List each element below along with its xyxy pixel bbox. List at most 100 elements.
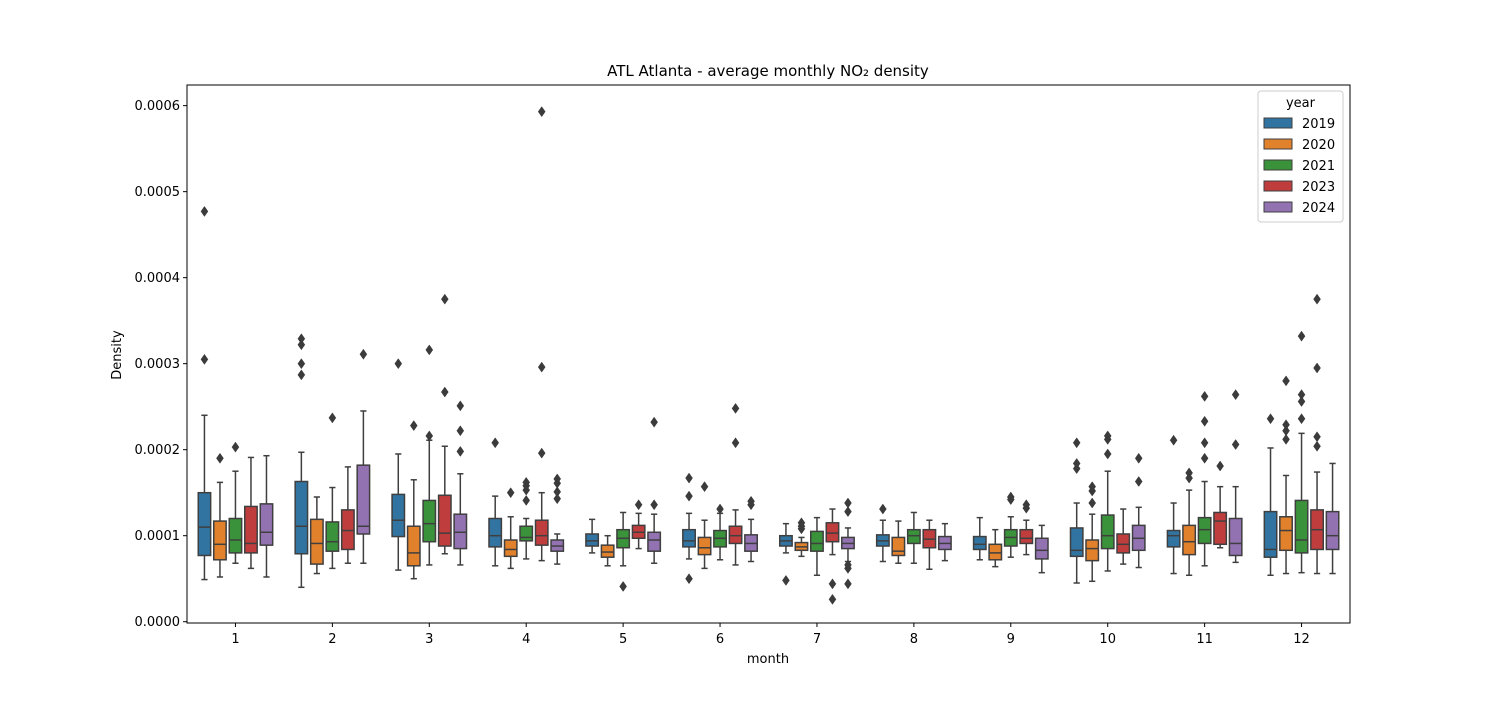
x-tick-label: 2 xyxy=(328,632,336,647)
box xyxy=(1279,516,1293,552)
outlier-point xyxy=(1103,448,1112,460)
legend-swatch xyxy=(1263,180,1293,192)
outlier-point xyxy=(747,495,755,507)
legend-swatch xyxy=(1263,201,1293,213)
box xyxy=(294,480,309,555)
chart-title: ATL Atlanta - average monthly NO₂ densit… xyxy=(607,62,929,80)
outlier-point xyxy=(1266,413,1275,425)
box xyxy=(600,544,615,558)
x-tick-label: 3 xyxy=(425,632,433,647)
outlier-point xyxy=(537,361,546,373)
outlier-point xyxy=(553,486,562,498)
legend-label: 2021 xyxy=(1302,159,1335,174)
box xyxy=(519,525,534,542)
y-tick-label: 0.0003 xyxy=(135,357,181,372)
outlier-point xyxy=(1282,433,1290,445)
outlier-point xyxy=(828,578,837,590)
y-tick-label: 0.0001 xyxy=(135,529,181,544)
y-tick-label: 0.0005 xyxy=(135,185,181,200)
outlier-point xyxy=(731,437,740,449)
y-axis: 0.0000 0.0001 0.0002 0.0003 0.0004 0.0005 0.00… xyxy=(135,99,187,630)
box xyxy=(1069,527,1084,558)
box xyxy=(906,528,921,545)
outlier-point xyxy=(1313,440,1321,452)
box xyxy=(1116,533,1131,554)
x-tick-label: 11 xyxy=(1196,632,1213,647)
box xyxy=(585,533,600,547)
y-axis-label: Density xyxy=(110,330,125,380)
outlier-point xyxy=(537,106,546,118)
outlier-point xyxy=(409,420,418,432)
box xyxy=(988,543,1003,561)
outlier-point xyxy=(328,412,337,424)
box xyxy=(422,499,437,543)
outlier-point xyxy=(1088,497,1097,509)
box xyxy=(309,518,324,565)
legend-swatch xyxy=(1263,159,1293,171)
outlier-point xyxy=(440,293,449,305)
series-2023 xyxy=(244,106,1325,605)
outlier-point xyxy=(1297,413,1306,425)
outlier-point xyxy=(1185,467,1193,479)
outlier-point xyxy=(297,333,306,345)
box xyxy=(244,505,258,554)
x-tick-label: 4 xyxy=(522,632,530,647)
x-tick-label: 6 xyxy=(716,632,724,647)
outlier-point xyxy=(797,517,806,529)
legend-label: 2019 xyxy=(1302,117,1335,132)
outlier-point xyxy=(634,499,643,511)
outlier-point xyxy=(1072,458,1081,469)
outlier-point xyxy=(425,344,434,356)
x-tick-label: 9 xyxy=(1007,632,1015,647)
box xyxy=(1294,499,1309,554)
outlier-point xyxy=(297,339,306,351)
outlier-point xyxy=(553,493,562,505)
outlier-point xyxy=(522,494,531,506)
outlier-point xyxy=(685,472,693,484)
outlier-point xyxy=(1297,330,1306,342)
series-2020 xyxy=(212,375,1293,583)
outlier-point xyxy=(425,430,434,442)
outlier-point xyxy=(844,578,852,590)
outlier-point xyxy=(1134,476,1143,487)
outlier-point xyxy=(650,416,658,428)
outlier-point xyxy=(456,400,465,412)
outlier-point xyxy=(297,369,306,381)
y-tick-label: 0.0006 xyxy=(135,99,181,114)
outlier-point xyxy=(1022,499,1031,511)
box xyxy=(972,535,987,551)
outlier-point xyxy=(1200,390,1209,402)
series-2019 xyxy=(197,206,1278,589)
series-2021 xyxy=(228,330,1309,592)
outlier-point xyxy=(491,437,500,449)
box xyxy=(197,491,212,557)
outlier-point xyxy=(1072,437,1081,449)
outlier-point xyxy=(1231,389,1240,401)
outlier-point xyxy=(828,593,837,605)
legend-label: 2020 xyxy=(1302,138,1335,153)
outlier-point xyxy=(731,402,740,414)
outlier-point xyxy=(619,581,627,592)
outlier-point xyxy=(782,574,790,586)
outlier-point xyxy=(522,476,531,488)
outlier-point xyxy=(200,206,209,217)
outlier-point xyxy=(456,425,465,437)
outlier-point xyxy=(1282,375,1290,387)
box xyxy=(1034,537,1049,560)
x-tick-label: 8 xyxy=(910,632,918,647)
outlier-point xyxy=(231,441,240,453)
box xyxy=(325,521,340,552)
box xyxy=(340,509,355,551)
outlier-point xyxy=(1313,362,1321,374)
outlier-point xyxy=(1231,439,1240,450)
outlier-point xyxy=(1282,425,1290,437)
x-tick-label: 12 xyxy=(1293,632,1310,647)
outlier-point xyxy=(1103,430,1112,442)
outlier-point xyxy=(1313,293,1321,305)
x-tick-label: 7 xyxy=(813,632,821,647)
box xyxy=(503,539,518,558)
outlier-point xyxy=(700,481,709,493)
outlier-point xyxy=(1006,491,1015,503)
legend-swatch xyxy=(1263,117,1293,129)
